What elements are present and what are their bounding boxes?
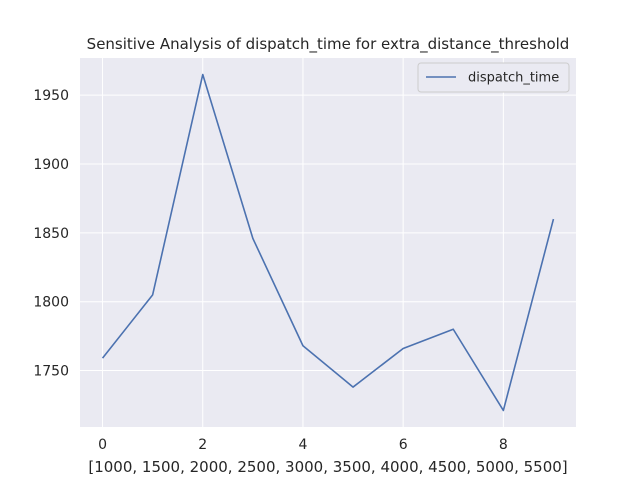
x-tick-label: 8	[499, 437, 508, 453]
legend: dispatch_time	[417, 62, 570, 93]
x-tick-labels: 0 2 4 6 8	[98, 437, 508, 453]
y-tick-label: 1800	[33, 295, 69, 311]
series-layer	[101, 73, 555, 412]
legend-label-dispatch-time: dispatch_time	[468, 71, 559, 86]
y-tick-label: 1950	[33, 88, 69, 104]
y-tick-label: 1900	[33, 157, 69, 173]
x-tick-label: 0	[98, 437, 107, 453]
x-tick-label: 4	[298, 437, 307, 453]
y-tick-label: 1750	[33, 364, 69, 380]
grid	[80, 58, 576, 427]
chart-title: Sensitive Analysis of dispatch_time for …	[87, 35, 570, 54]
series-line-dispatch-time	[101, 73, 555, 412]
legend-box	[417, 62, 570, 93]
y-tick-labels: 1750 1800 1850 1900 1950	[33, 88, 69, 379]
x-tick-label: 6	[399, 437, 408, 453]
x-axis-label: [1000, 1500, 2000, 2500, 3000, 3500, 400…	[88, 458, 567, 476]
plot-background	[80, 58, 576, 427]
y-tick-label: 1850	[33, 226, 69, 242]
x-tick-label: 2	[198, 437, 207, 453]
